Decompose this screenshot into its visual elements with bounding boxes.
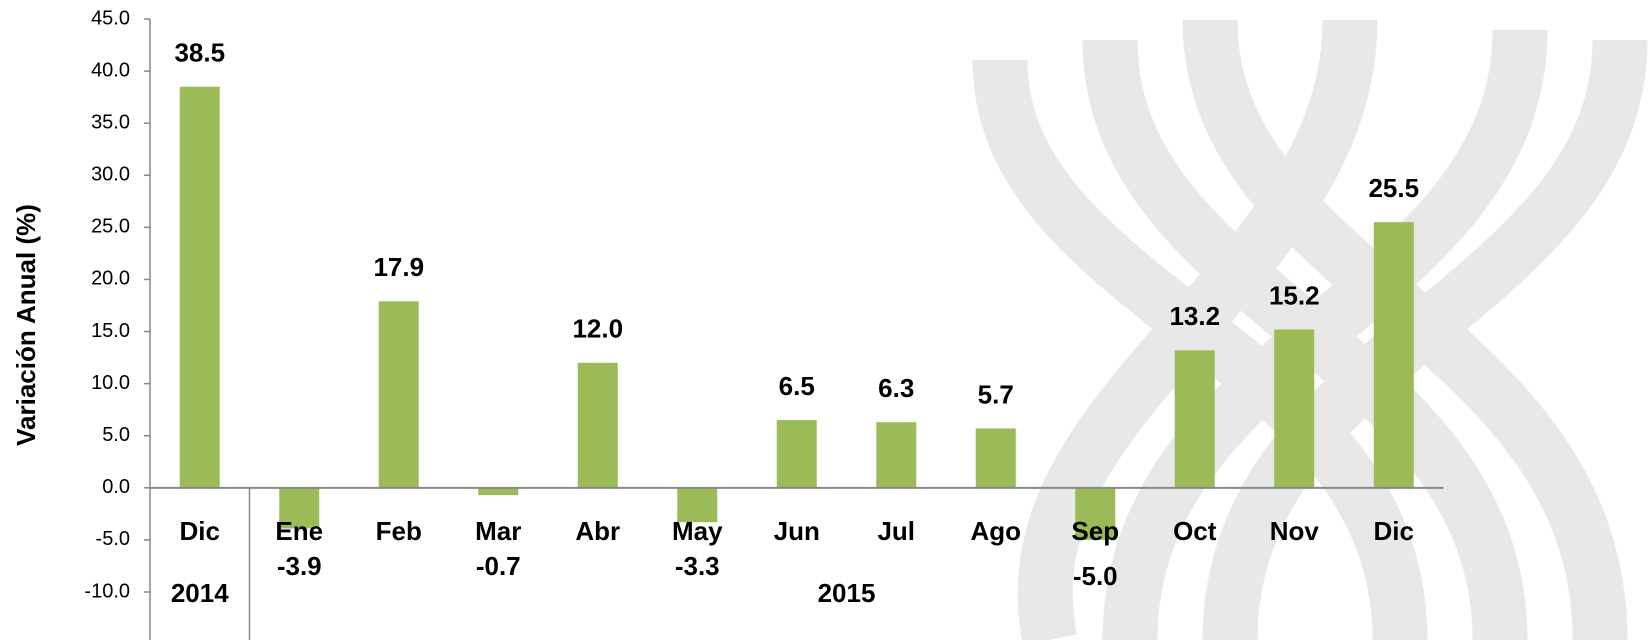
bar xyxy=(279,487,320,529)
bar xyxy=(478,487,519,496)
x-tick-label: Ene xyxy=(275,516,323,546)
x-tick-label: Ago xyxy=(970,516,1021,546)
y-tick-label: -10.0 xyxy=(84,580,130,602)
value-label: 38.5 xyxy=(174,38,225,68)
bar xyxy=(179,86,220,488)
value-label: 17.9 xyxy=(373,252,424,282)
y-tick-label: 35.0 xyxy=(91,111,130,133)
value-label: -0.7 xyxy=(476,551,521,581)
group-label: 2015 xyxy=(818,578,876,608)
y-tick-label: 0.0 xyxy=(102,476,130,498)
value-label: 12.0 xyxy=(572,314,623,344)
bar xyxy=(1373,222,1414,488)
value-label: 6.3 xyxy=(878,373,914,403)
y-tick-label: 10.0 xyxy=(91,372,130,394)
y-tick-label: 45.0 xyxy=(91,7,130,29)
value-label: -3.3 xyxy=(675,551,720,581)
x-tick-label: Abr xyxy=(575,516,620,546)
value-label: 5.7 xyxy=(978,379,1014,409)
y-tick-label: 30.0 xyxy=(91,164,130,186)
x-tick-label: Jul xyxy=(877,516,915,546)
bar xyxy=(975,428,1016,488)
group-label: 2014 xyxy=(171,578,229,608)
x-tick-label: Sep xyxy=(1071,516,1119,546)
bar xyxy=(1075,487,1116,540)
x-tick-label: Oct xyxy=(1173,516,1217,546)
bar xyxy=(776,420,817,488)
x-tick-label: Jun xyxy=(774,516,820,546)
bar xyxy=(1174,350,1215,488)
y-tick-label: 25.0 xyxy=(91,216,130,238)
value-label: -3.9 xyxy=(277,551,322,581)
x-tick-label: Nov xyxy=(1270,516,1320,546)
y-tick-label: -5.0 xyxy=(96,528,130,550)
x-tick-label: Dic xyxy=(180,516,220,546)
value-label: -5.0 xyxy=(1073,561,1118,591)
bar xyxy=(577,362,618,488)
x-tick-label: Mar xyxy=(475,516,521,546)
y-tick-label: 20.0 xyxy=(91,268,130,290)
y-axis-label: Variación Anual (%) xyxy=(11,204,41,446)
bar xyxy=(876,422,917,488)
y-tick-label: 5.0 xyxy=(102,424,130,446)
value-label: 13.2 xyxy=(1169,301,1220,331)
bar xyxy=(677,487,718,523)
x-tick-label: Dic xyxy=(1374,516,1414,546)
x-tick-label: Feb xyxy=(376,516,422,546)
value-label: 15.2 xyxy=(1269,280,1320,310)
bar xyxy=(1274,329,1315,488)
value-label: 6.5 xyxy=(779,371,815,401)
bar xyxy=(378,301,419,488)
value-label: 25.5 xyxy=(1368,173,1419,203)
y-tick-label: 15.0 xyxy=(91,320,130,342)
y-tick-label: 40.0 xyxy=(91,59,130,81)
x-tick-label: May xyxy=(672,516,723,546)
